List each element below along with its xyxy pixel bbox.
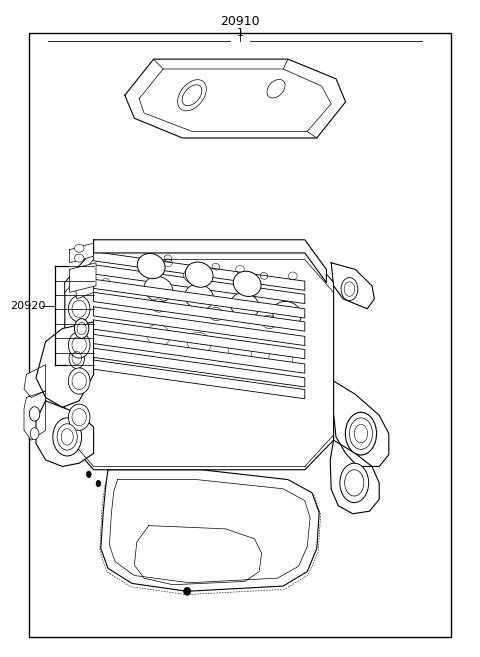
Ellipse shape bbox=[144, 277, 173, 302]
Ellipse shape bbox=[69, 404, 90, 430]
Polygon shape bbox=[65, 250, 334, 470]
Polygon shape bbox=[24, 365, 46, 397]
Ellipse shape bbox=[341, 277, 358, 301]
Polygon shape bbox=[94, 292, 305, 331]
Ellipse shape bbox=[345, 413, 376, 455]
Ellipse shape bbox=[74, 244, 84, 252]
Polygon shape bbox=[94, 334, 305, 373]
Text: 20920: 20920 bbox=[11, 300, 46, 311]
Polygon shape bbox=[101, 470, 319, 591]
Ellipse shape bbox=[74, 254, 84, 262]
Ellipse shape bbox=[273, 302, 301, 327]
Ellipse shape bbox=[29, 407, 40, 421]
Polygon shape bbox=[94, 240, 326, 283]
Ellipse shape bbox=[69, 368, 90, 394]
Polygon shape bbox=[94, 307, 305, 346]
Polygon shape bbox=[36, 401, 94, 466]
Ellipse shape bbox=[267, 79, 285, 98]
Ellipse shape bbox=[349, 418, 372, 449]
Ellipse shape bbox=[184, 269, 200, 283]
Polygon shape bbox=[74, 279, 94, 299]
Ellipse shape bbox=[233, 271, 261, 296]
Polygon shape bbox=[70, 263, 96, 292]
Polygon shape bbox=[65, 250, 334, 292]
Ellipse shape bbox=[345, 470, 364, 496]
Ellipse shape bbox=[178, 79, 206, 111]
Ellipse shape bbox=[69, 332, 90, 358]
Polygon shape bbox=[334, 381, 389, 466]
Ellipse shape bbox=[69, 348, 84, 369]
Ellipse shape bbox=[74, 319, 89, 338]
Ellipse shape bbox=[230, 293, 259, 318]
Ellipse shape bbox=[86, 471, 91, 478]
Ellipse shape bbox=[57, 424, 77, 450]
Ellipse shape bbox=[184, 587, 191, 595]
Polygon shape bbox=[331, 263, 374, 309]
Bar bbox=[29, 33, 451, 637]
Polygon shape bbox=[330, 440, 379, 514]
Polygon shape bbox=[94, 265, 305, 304]
Polygon shape bbox=[125, 59, 346, 138]
Polygon shape bbox=[36, 322, 94, 407]
Polygon shape bbox=[70, 243, 94, 263]
Ellipse shape bbox=[185, 262, 213, 287]
Ellipse shape bbox=[53, 418, 82, 456]
Polygon shape bbox=[94, 360, 305, 399]
Ellipse shape bbox=[96, 480, 101, 487]
Polygon shape bbox=[94, 348, 305, 387]
Ellipse shape bbox=[185, 284, 214, 309]
Ellipse shape bbox=[340, 463, 369, 503]
Ellipse shape bbox=[69, 296, 90, 322]
Text: 1: 1 bbox=[237, 28, 243, 37]
Polygon shape bbox=[94, 252, 305, 290]
Polygon shape bbox=[94, 279, 305, 318]
Text: 20910: 20910 bbox=[220, 15, 260, 28]
Ellipse shape bbox=[30, 428, 39, 440]
Polygon shape bbox=[94, 320, 305, 359]
Polygon shape bbox=[24, 391, 46, 440]
Ellipse shape bbox=[137, 254, 165, 279]
